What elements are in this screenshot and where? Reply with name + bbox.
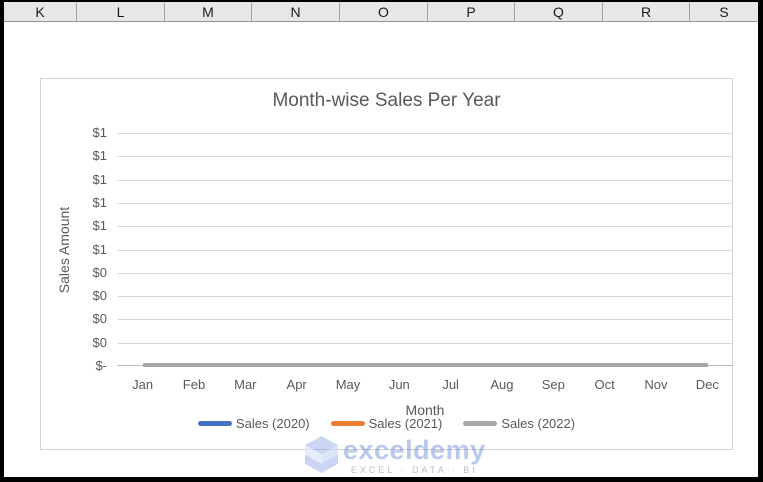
y-tick-label: $1 [92, 148, 107, 164]
legend-swatch-icon [463, 420, 498, 426]
gridline [117, 226, 733, 228]
gridline [117, 272, 733, 274]
column-header-row: K L M N O P Q R S [4, 2, 758, 22]
x-tick-label: Mar [234, 377, 257, 392]
y-tick-label: $0 [92, 311, 107, 327]
gridline [117, 133, 733, 134]
gridline [117, 342, 733, 344]
x-tick-label: Jan [132, 377, 154, 392]
screenshot-frame-bottom [0, 477, 763, 482]
x-tick-label: Jun [388, 377, 410, 392]
gridline [117, 202, 733, 204]
screenshot-frame-left [0, 0, 4, 482]
column-header-M[interactable]: M [165, 2, 252, 21]
x-tick-label: Oct [594, 377, 615, 392]
x-tick-label: Sep [541, 377, 565, 392]
y-tick-label: $0 [92, 334, 107, 350]
watermark-tagline-text: EXCEL · DATA · BI [350, 465, 478, 475]
x-tick-label: Aug [490, 377, 514, 392]
plot-area[interactable] [117, 133, 733, 366]
chart-title[interactable]: Month-wise Sales Per Year [272, 90, 501, 111]
series-line-sales-2022[interactable] [143, 363, 708, 367]
watermark-brand-text: exceldemy [343, 435, 486, 465]
exceldemy-watermark: exceldemy EXCEL · DATA · BI [305, 436, 486, 475]
y-tick-label: $1 [92, 171, 107, 187]
exceldemy-cube-icon [305, 436, 338, 473]
legend-label: Sales (2021) [368, 415, 443, 431]
legend-label: Sales (2020) [235, 415, 310, 431]
legend-item-sales-2022[interactable]: Sales (2022) [463, 416, 575, 431]
x-tick-label: Feb [182, 377, 206, 392]
y-tick-label: $0 [92, 288, 107, 304]
gridline [117, 156, 733, 158]
x-tick-label: Jul [442, 377, 459, 392]
column-header-P[interactable]: P [428, 2, 515, 21]
x-tick-label: Nov [644, 377, 668, 392]
x-axis-title[interactable]: Month [405, 402, 445, 418]
screenshot-frame-right [758, 0, 763, 482]
y-tick-label: $1 [92, 218, 107, 234]
column-header-S[interactable]: S [719, 3, 729, 20]
x-tick-label: May [335, 377, 361, 392]
gridline [117, 249, 733, 251]
legend-item-sales-2021[interactable]: Sales (2021) [330, 415, 443, 431]
chart-object[interactable] [40, 78, 733, 450]
x-tick-label: Dec [695, 377, 719, 392]
y-tick-label: $1 [92, 125, 107, 140]
y-tick-label: $1 [92, 194, 107, 210]
gridline [117, 319, 733, 321]
chart-legend: Sales (2020) Sales (2021) Sales (2022) [40, 414, 733, 432]
y-tick-label: $1 [92, 241, 107, 257]
y-tick-label: $0 [92, 264, 107, 280]
column-header-Q[interactable]: Q [515, 2, 603, 21]
column-header-N[interactable]: N [252, 2, 340, 21]
legend-label: Sales (2022) [501, 415, 576, 431]
column-header-L[interactable]: L [77, 2, 165, 21]
gridline [117, 179, 733, 181]
y-tick-label: $- [95, 358, 107, 373]
column-header-O[interactable]: O [340, 2, 428, 21]
legend-swatch-icon [197, 420, 232, 426]
column-header-K[interactable]: K [4, 2, 77, 21]
gridline [117, 296, 733, 298]
x-axis-labels: Jan Feb Mar Apr May Jun Jul Aug Sep Oct … [117, 377, 733, 393]
screenshot-frame-top [0, 0, 763, 2]
legend-swatch-icon [330, 420, 365, 426]
legend-item-sales-2020[interactable]: Sales (2020) [197, 415, 310, 431]
x-tick-label: Apr [286, 377, 307, 392]
column-header-R[interactable]: R [603, 2, 690, 21]
